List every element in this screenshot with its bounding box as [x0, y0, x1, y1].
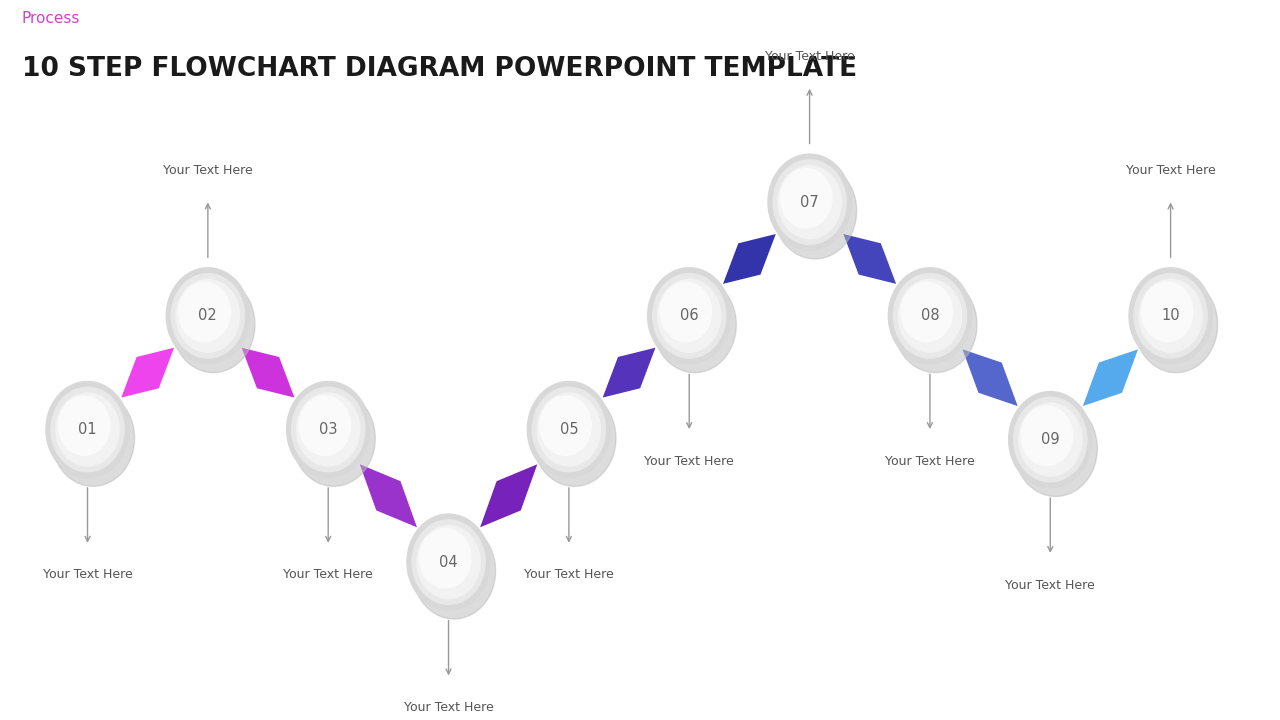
Circle shape: [300, 396, 351, 455]
Circle shape: [51, 387, 124, 472]
Circle shape: [412, 520, 485, 604]
Polygon shape: [723, 234, 776, 284]
Circle shape: [1129, 268, 1212, 364]
Polygon shape: [844, 234, 896, 284]
Circle shape: [781, 168, 832, 228]
Circle shape: [297, 393, 360, 466]
Circle shape: [292, 390, 375, 486]
Text: Process: Process: [22, 12, 81, 27]
Polygon shape: [603, 348, 655, 397]
Circle shape: [1134, 274, 1207, 358]
Circle shape: [1014, 397, 1087, 482]
Circle shape: [59, 396, 110, 455]
Circle shape: [420, 528, 471, 588]
Circle shape: [46, 382, 129, 477]
Text: Your Text Here: Your Text Here: [163, 164, 252, 177]
Circle shape: [172, 274, 244, 358]
Text: 04: 04: [439, 554, 458, 570]
Text: Your Text Here: Your Text Here: [1125, 164, 1216, 177]
Circle shape: [292, 387, 365, 472]
Text: 10 STEP FLOWCHART DIAGRAM POWERPOINT TEMPLATE: 10 STEP FLOWCHART DIAGRAM POWERPOINT TEM…: [22, 56, 858, 83]
Text: 08: 08: [920, 308, 940, 323]
Circle shape: [773, 160, 846, 244]
Polygon shape: [242, 348, 294, 397]
Circle shape: [1142, 282, 1193, 342]
Circle shape: [51, 390, 134, 486]
Circle shape: [172, 276, 255, 373]
Polygon shape: [360, 464, 417, 527]
Circle shape: [778, 166, 841, 238]
Circle shape: [648, 268, 731, 364]
Circle shape: [177, 279, 239, 352]
Text: 05: 05: [559, 422, 579, 437]
Text: Your Text Here: Your Text Here: [283, 568, 372, 582]
Circle shape: [658, 279, 721, 352]
Circle shape: [901, 282, 952, 342]
Circle shape: [166, 268, 250, 364]
Circle shape: [407, 514, 490, 610]
Circle shape: [660, 282, 712, 342]
Circle shape: [1009, 392, 1092, 487]
Text: 02: 02: [198, 308, 218, 323]
Polygon shape: [1083, 349, 1138, 406]
Circle shape: [1019, 403, 1082, 476]
Circle shape: [179, 282, 230, 342]
Circle shape: [540, 396, 591, 455]
Circle shape: [532, 390, 616, 486]
Text: Your Text Here: Your Text Here: [42, 568, 132, 582]
Text: Your Text Here: Your Text Here: [524, 568, 614, 582]
Text: 10: 10: [1161, 308, 1180, 323]
Circle shape: [888, 268, 972, 364]
Polygon shape: [480, 464, 538, 527]
Circle shape: [1021, 406, 1073, 466]
Circle shape: [653, 276, 736, 373]
Circle shape: [412, 523, 495, 619]
Polygon shape: [963, 349, 1018, 406]
Circle shape: [532, 387, 605, 472]
Text: Your Text Here: Your Text Here: [1005, 579, 1096, 592]
Circle shape: [1139, 279, 1202, 352]
Circle shape: [417, 526, 480, 598]
Text: Your Text Here: Your Text Here: [644, 455, 735, 468]
Circle shape: [527, 382, 611, 477]
Circle shape: [1134, 276, 1217, 373]
Circle shape: [899, 279, 961, 352]
Text: Your Text Here: Your Text Here: [403, 701, 493, 714]
Text: 06: 06: [680, 308, 699, 323]
Circle shape: [893, 274, 966, 358]
Circle shape: [287, 382, 370, 477]
Text: 09: 09: [1041, 432, 1060, 447]
Text: 01: 01: [78, 422, 97, 437]
Circle shape: [773, 163, 856, 259]
Circle shape: [1014, 400, 1097, 496]
Circle shape: [653, 274, 726, 358]
Circle shape: [56, 393, 119, 466]
Text: Your Text Here: Your Text Here: [764, 50, 855, 63]
Text: Your Text Here: Your Text Here: [884, 455, 975, 468]
Circle shape: [893, 276, 977, 373]
Circle shape: [768, 154, 851, 250]
Circle shape: [538, 393, 600, 466]
Text: 07: 07: [800, 194, 819, 210]
Polygon shape: [122, 348, 174, 397]
Text: 03: 03: [319, 422, 338, 437]
